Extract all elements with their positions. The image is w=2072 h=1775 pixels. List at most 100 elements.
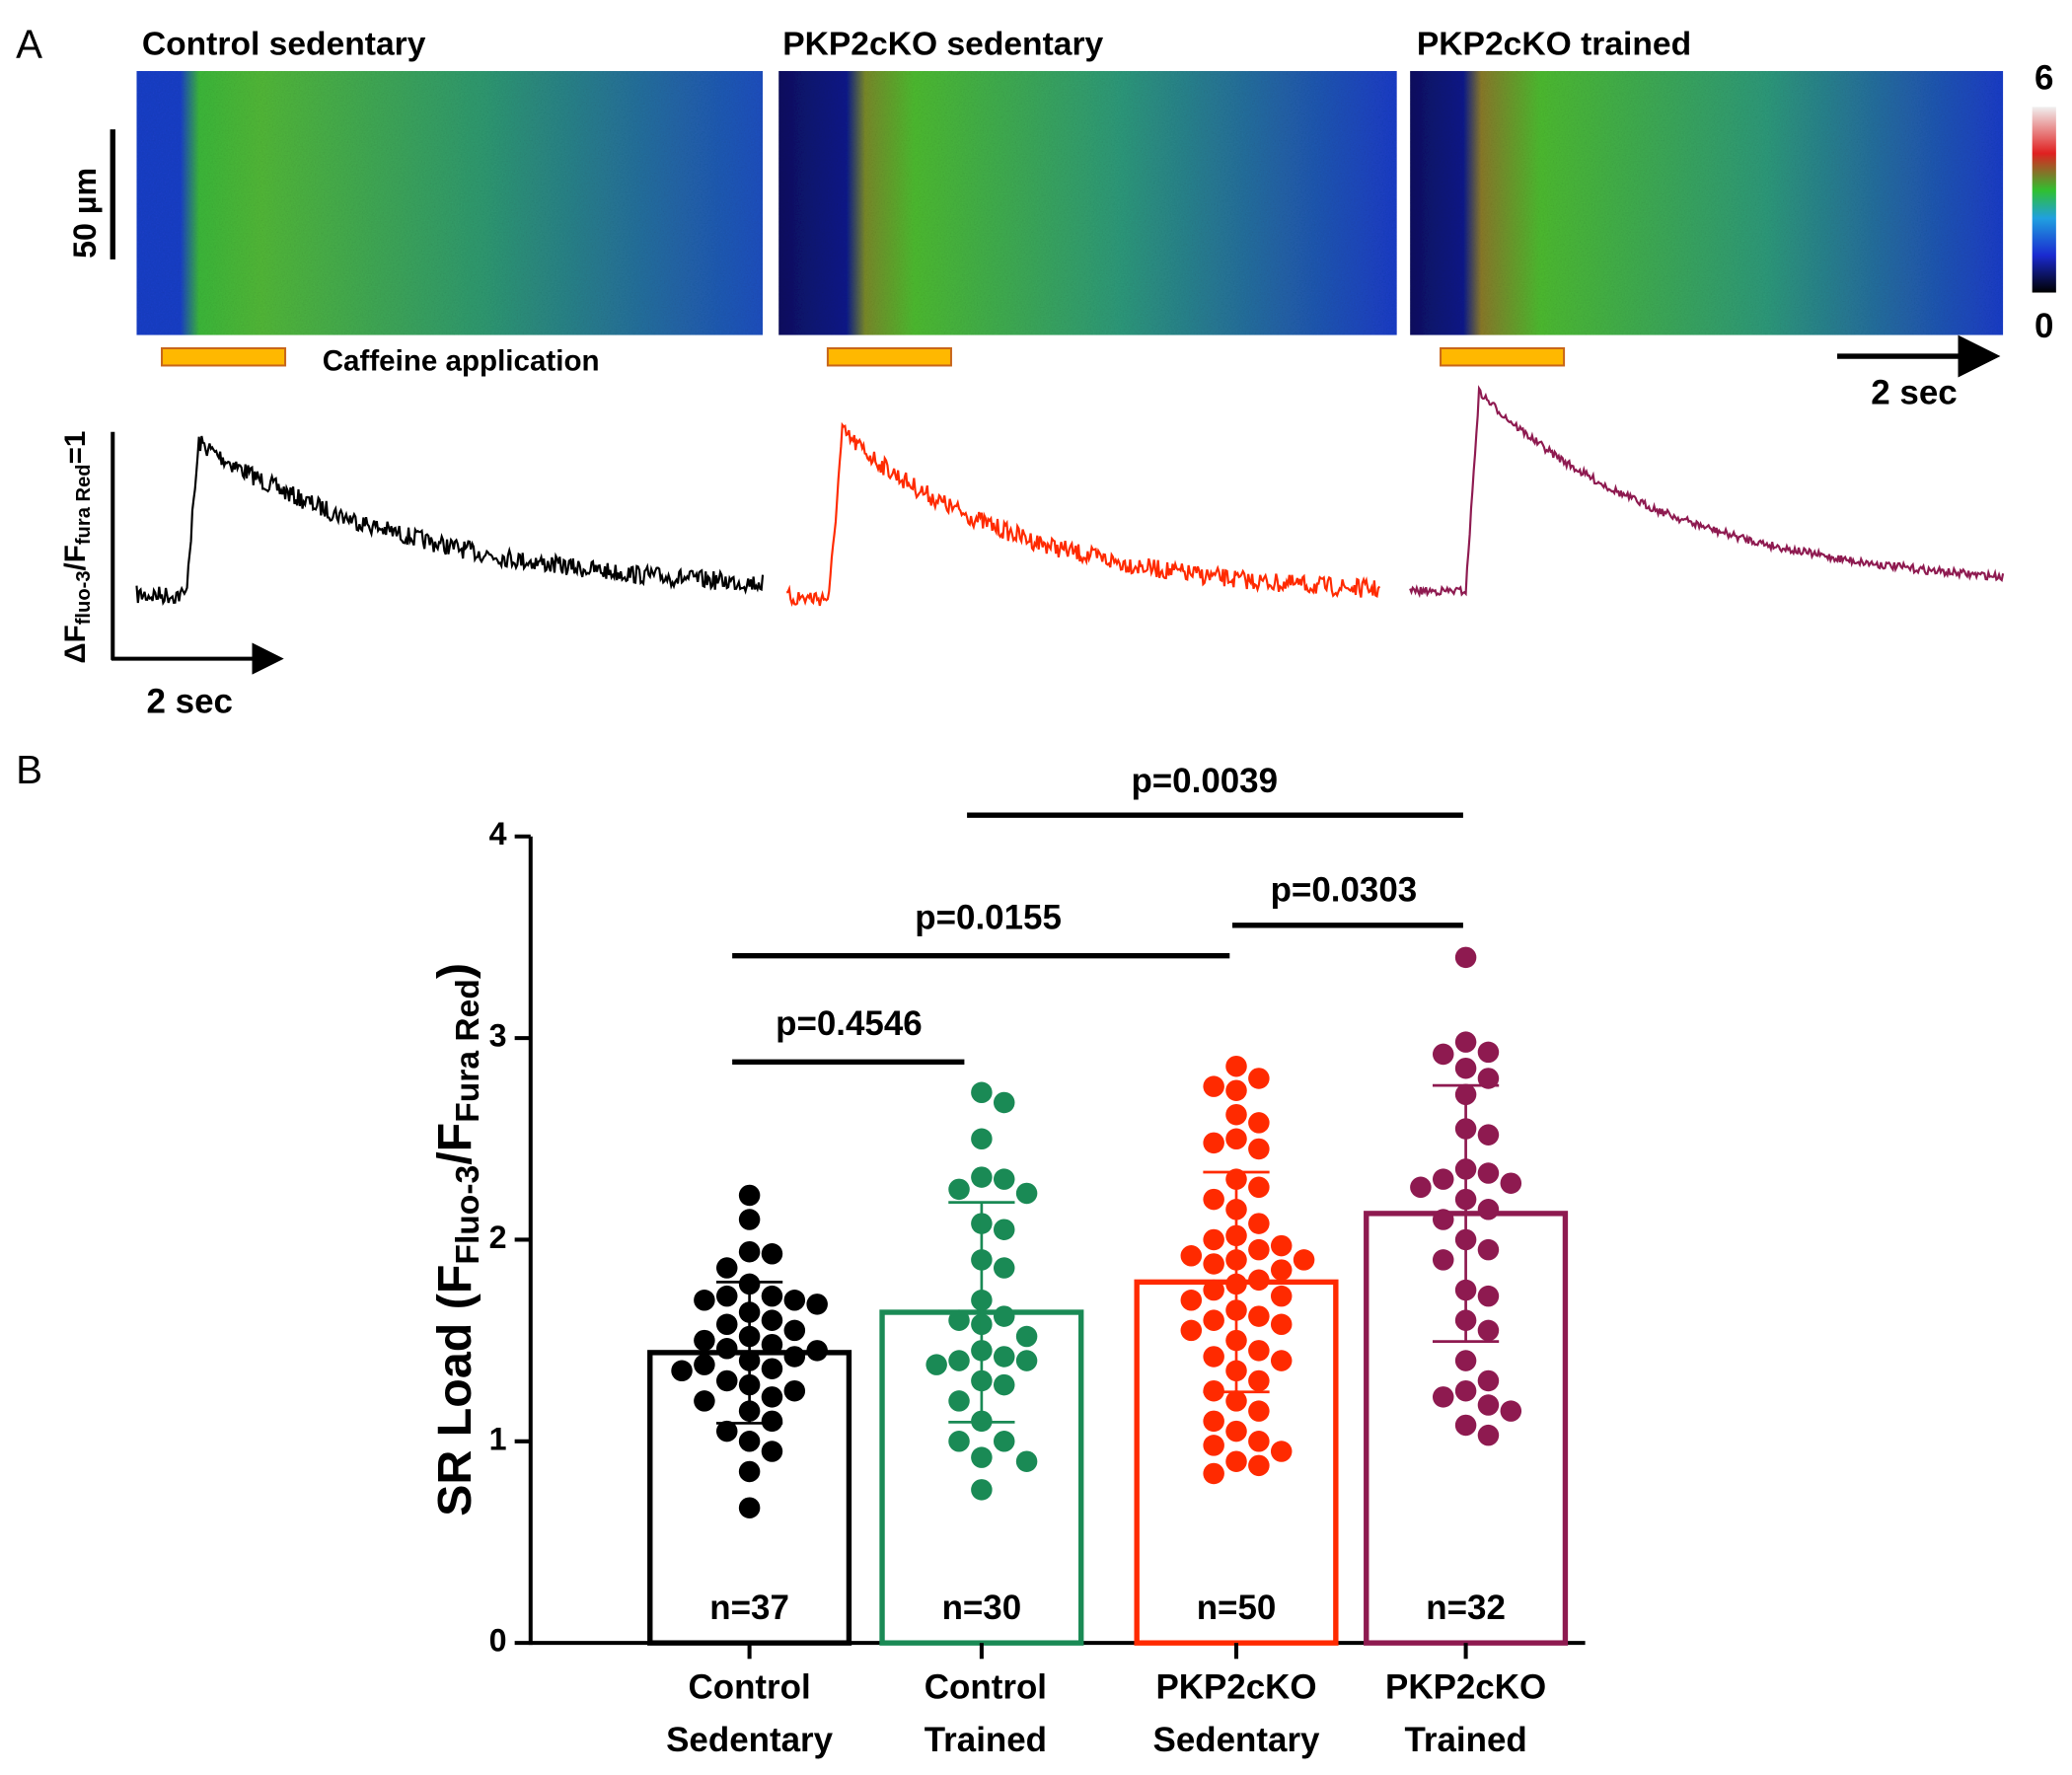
colorbar-min: 0 [2035,307,2053,345]
label-part: /F [59,545,92,570]
data-point [993,1431,1015,1452]
data-point [715,1313,738,1336]
data-point [1248,1238,1270,1261]
data-point [1432,1249,1454,1271]
label-part: fluo-3 [73,570,95,625]
x-tick-label: Control [689,1667,811,1706]
label-part: ΔF [59,625,92,663]
data-point [1432,1168,1454,1190]
panel-label: A [16,21,42,66]
data-point [1203,1279,1224,1301]
data-point [1410,1176,1432,1199]
x-tick-label: Trained [925,1721,1047,1759]
data-point [1248,1369,1270,1392]
caffeine-label: Caffeine application [323,345,600,378]
data-point [1180,1319,1203,1342]
data-point [993,1305,1015,1327]
y-tick-label: 0 [489,1623,507,1659]
data-point [783,1379,806,1402]
data-point [1248,1176,1270,1199]
data-point [1225,1450,1247,1472]
p-value: p=0.0155 [915,899,1062,937]
data-point [671,1360,693,1382]
label-part: ) [428,963,481,979]
data-point [694,1390,715,1412]
data-point [993,1346,1015,1368]
label-part: Fura Red [450,979,486,1123]
data-point [1248,1305,1270,1327]
data-point [1477,1319,1500,1342]
data-point [1454,1057,1477,1079]
data-point [761,1242,783,1265]
panel-a: A Control sedentary PKP2cKO sedentary PK… [16,21,2056,721]
data-point [971,1128,993,1150]
data-point [1293,1249,1315,1271]
data-point [1454,946,1477,969]
data-point [694,1289,715,1311]
data-point [948,1309,970,1331]
x-tick-label: PKP2cKO [1385,1667,1546,1706]
trace [1409,385,2005,599]
data-point [1454,1379,1477,1402]
data-point [1248,1431,1270,1452]
data-point [971,1081,993,1104]
data-point [761,1410,783,1433]
x-tick-label: Sedentary [1153,1721,1321,1759]
data-point [948,1390,970,1412]
data-point [715,1285,738,1307]
data-point [1248,1269,1270,1292]
y-tick-label: 4 [489,816,507,851]
y-tick-label: 3 [489,1018,507,1054]
traces [135,385,2005,607]
data-point [738,1240,761,1263]
data-point [1270,1350,1293,1371]
data-point [993,1373,1015,1396]
y-tick-label: 2 [489,1220,507,1255]
linescan-image [136,71,764,335]
data-point [738,1497,761,1518]
time-label: 2 sec [1871,373,1957,411]
caffeine-bar [826,346,952,367]
data-point [993,1257,1015,1279]
data-point [1203,1132,1224,1154]
data-point [971,1479,993,1501]
data-point [1477,1285,1500,1307]
data-point [948,1350,970,1371]
data-point [925,1354,947,1375]
data-point [1248,1112,1270,1134]
data-point [1477,1124,1500,1146]
data-point [715,1338,738,1360]
data-point [738,1209,761,1230]
data-point [1270,1441,1293,1462]
data-point [694,1354,715,1375]
data-point [1015,1350,1038,1371]
data-point [1477,1369,1500,1392]
data-point [1270,1285,1293,1307]
data-point [1203,1228,1224,1251]
data-point [993,1168,1015,1190]
data-point [1203,1188,1224,1211]
caffeine-bar [1440,346,1566,367]
data-point [1270,1259,1293,1281]
data-point [761,1285,783,1307]
label-part: Fluo-3 [450,1165,486,1265]
data-point [761,1386,783,1408]
data-point [738,1431,761,1452]
data-point [1203,1435,1224,1456]
data-point [1248,1068,1270,1089]
data-point [1477,1424,1500,1446]
data-point [715,1369,738,1392]
label-part: SR Load (F [428,1265,481,1516]
data-point [1225,1079,1247,1101]
data-point [1500,1172,1522,1194]
data-point [1203,1346,1224,1368]
panel-b: B 0 1 2 3 4 SR Load (FFluo-3/FFura Red) n=37 Co… [16,747,1586,1759]
data-point [1015,1182,1038,1205]
data-point [1248,1213,1270,1234]
data-point [1225,1390,1247,1412]
data-point [1248,1454,1270,1477]
n-label: n=32 [1426,1589,1506,1627]
data-point [715,1257,738,1279]
data-point [694,1329,715,1352]
